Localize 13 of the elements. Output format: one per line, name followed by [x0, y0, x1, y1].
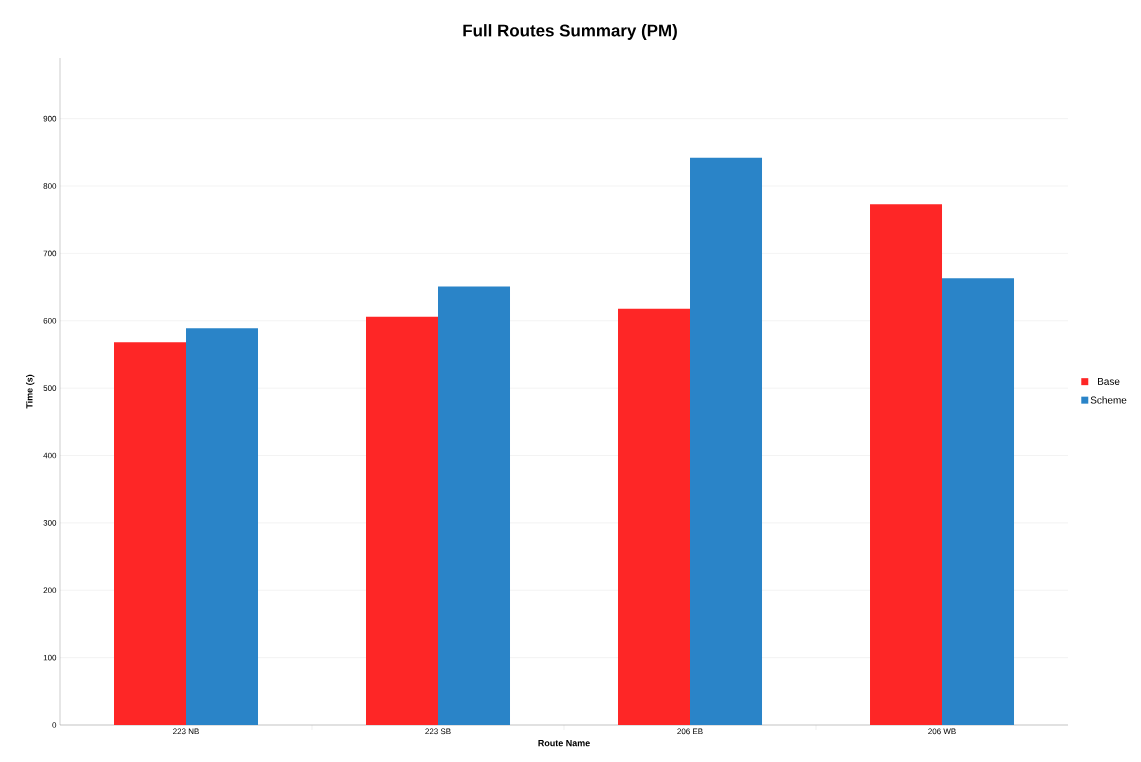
chart-title: Full Routes Summary (PM): [463, 24, 677, 40]
bar: [186, 328, 258, 725]
x-axis-title: Route Name: [538, 740, 590, 747]
bar: [114, 342, 186, 725]
legend-label: Scheme: [1090, 396, 1127, 404]
bar: [942, 278, 1015, 725]
legend-label: Base: [1098, 377, 1120, 385]
bar: [438, 286, 511, 725]
bar: [690, 157, 763, 725]
bar: [870, 204, 943, 725]
bar: [366, 316, 438, 725]
bar: [618, 308, 691, 725]
y-axis-title: Time (s): [25, 374, 35, 409]
